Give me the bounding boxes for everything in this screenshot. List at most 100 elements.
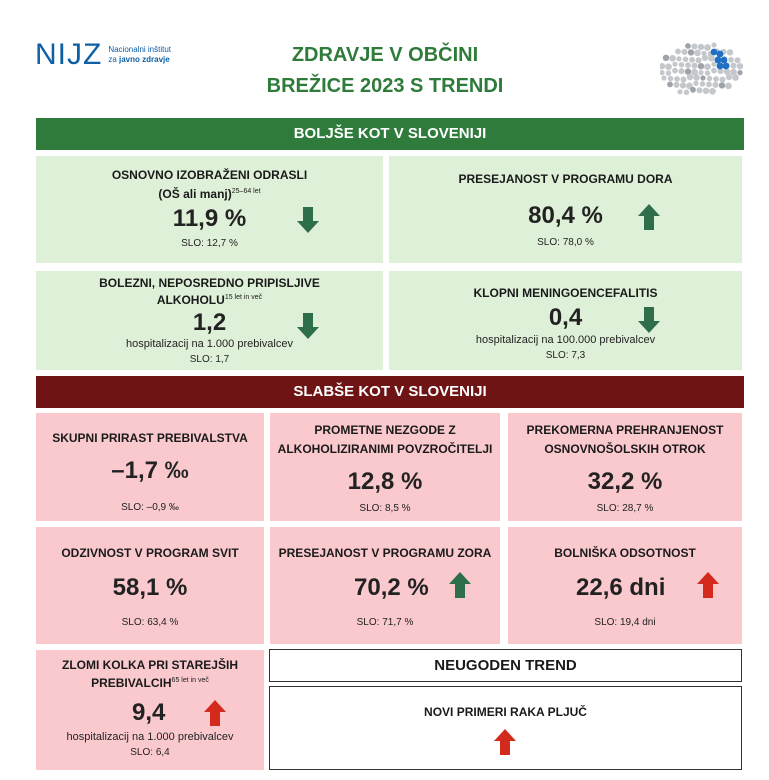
card-value: 11,9 %	[172, 205, 247, 232]
card-label-line-1: BOLEZNI, NEPOSREDNO PRIPISLJIVE	[99, 276, 320, 290]
map-dot	[665, 70, 672, 76]
map-dot	[732, 74, 739, 81]
map-dot	[725, 82, 732, 90]
card-label: BOLNIŠKA ODSOTNOST	[554, 546, 696, 560]
card-value: 32,2 %	[587, 468, 663, 495]
logo-line-2-prefix: za	[108, 55, 119, 64]
card-slo: SLO: 6,4	[130, 747, 170, 758]
map-dot	[667, 81, 673, 88]
card-label-sup: 65 let in več	[171, 677, 209, 684]
map-dot	[697, 63, 705, 70]
card-label-line-2-text: PREBIVALCIH	[91, 676, 172, 690]
card-odzivnost-svit: ODZIVNOST V PROGRAM SVIT 58,1 % SLO: 63,…	[36, 527, 264, 644]
map-dot	[693, 80, 699, 86]
map-dot	[691, 68, 698, 76]
map-dot	[691, 43, 698, 50]
trend-item-label: NOVI PRIMERI RAKA PLJUČ	[424, 705, 587, 719]
map-highlight-dot	[722, 62, 730, 70]
card-label: OSNOVNO IZOBRAŽENI ODRASLI (OŠ ali manj)…	[36, 166, 383, 204]
card-value: –1,7 ‰	[111, 457, 189, 484]
map-dot	[673, 81, 680, 88]
map-dot	[706, 75, 713, 82]
card-bolezni-alkohol: BOLEZNI, NEPOSREDNO PRIPISLJIVE ALKOHOLU…	[36, 271, 383, 370]
map-dot	[672, 67, 678, 74]
card-slo: SLO: 63,4 %	[121, 617, 179, 628]
card-label: ODZIVNOST V PROGRAM SVIT	[61, 546, 239, 560]
card-label: PRESEJANOST V PROGRAMU DORA	[458, 172, 673, 186]
map-dot	[678, 68, 685, 75]
card-presejanost-zora: PRESEJANOST V PROGRAMU ZORA 70,2 % SLO: …	[270, 527, 500, 644]
logo-line-2-bold: javno zdravje	[119, 55, 170, 64]
map-dot	[690, 86, 696, 93]
map-dot	[699, 81, 706, 87]
logo-text: Nacionalni inštitut za javno zdravje	[108, 45, 171, 65]
map-highlight-dot	[716, 62, 724, 70]
map-dot	[711, 67, 717, 74]
card-value: 58,1 %	[112, 574, 188, 601]
card-prometne-nezgode: PROMETNE NEZGODE Z ALKOHOLIZIRANIMI POVZ…	[270, 413, 500, 521]
card-slo: SLO: –0,9 ‰	[121, 502, 179, 513]
map-dot	[730, 68, 737, 76]
card-label-sup: 25–64 let	[231, 188, 261, 195]
card-label: KLOPNI MENINGOENCEFALITIS	[473, 286, 658, 300]
map-dot	[676, 56, 682, 62]
map-highlight-dot	[716, 50, 724, 58]
unfavourable-trend-header: NEUGODEN TREND	[269, 649, 742, 682]
map-dot	[698, 70, 704, 76]
map-dot	[675, 48, 681, 55]
card-unit: hospitalizacij na 100.000 prebivalcev	[475, 334, 656, 346]
map-dot	[661, 75, 667, 81]
card-slo: SLO: 12,7 %	[181, 238, 238, 249]
title-line-1: ZDRAVJE V OBČINI	[291, 44, 479, 66]
card-label-line-1: PREKOMERNA PREHRANJENOST	[526, 423, 724, 437]
card-label-line-2: OSNOVNOŠOLSKIH OTROK	[544, 442, 706, 456]
card-slo: SLO: 71,7 %	[356, 617, 414, 628]
map-dot	[701, 54, 709, 61]
card-value: 0,4	[548, 304, 583, 331]
map-dot	[711, 42, 717, 48]
map-dot	[695, 57, 702, 64]
map-dot	[662, 54, 670, 61]
card-label-line-2: (OŠ ali manj)25–64 let	[36, 185, 383, 204]
better-section-header: BOLJŠE KOT V SLOVENIJI	[36, 118, 744, 150]
title-line-2: BREŽICE 2023 S TRENDI	[266, 75, 504, 97]
map-highlight-dot	[720, 56, 728, 64]
map-dot	[711, 61, 717, 67]
map-highlight-dot	[710, 48, 718, 56]
arrow-up-icon	[449, 572, 471, 598]
card-zlomi-kolka: ZLOMI KOLKA PRI STAREJŠIH PREBIVALCIH65 …	[36, 650, 264, 770]
card-label-line-2: ALKOHOLU15 let in več	[36, 292, 383, 309]
map-dot	[691, 62, 698, 69]
map-dot	[677, 89, 683, 95]
map-dot	[685, 62, 691, 69]
map-dot	[678, 61, 685, 68]
map-dot	[712, 81, 719, 88]
arrow-up-icon	[697, 572, 719, 598]
map-dot	[697, 43, 705, 51]
card-label-line-2-text: (OŠ ali manj)	[158, 187, 232, 201]
page-title: ZDRAVJE V OBČINI BREŽICE 2023 S TRENDI	[190, 40, 580, 102]
card-presejanost-dora: PRESEJANOST V PROGRAMU DORA 80,4 % SLO: …	[389, 156, 742, 263]
card-label: PRESEJANOST V PROGRAMU ZORA	[278, 546, 492, 560]
card-value: 22,6 dni	[576, 574, 666, 601]
map-dot	[736, 63, 744, 70]
card-slo: SLO: 1,7	[189, 354, 230, 365]
map-dot	[725, 73, 733, 81]
map-dot	[706, 81, 712, 88]
map-dot	[713, 76, 719, 82]
logo-mark-text: NIJZ	[35, 38, 103, 71]
map-dot	[704, 63, 711, 71]
map-dot	[730, 62, 737, 69]
map-dot	[719, 76, 726, 83]
card-label: ZLOMI KOLKA PRI STAREJŠIH PREBIVALCIH65 …	[36, 656, 264, 692]
arrow-up-icon	[204, 700, 226, 726]
map-dot	[665, 63, 672, 71]
card-label-line-2: PREBIVALCIH65 let in več	[36, 674, 264, 692]
map-dot	[689, 56, 695, 63]
map-highlight-dot	[714, 56, 722, 64]
card-label-line-1: PROMETNE NEZGODE Z	[314, 423, 456, 437]
card-slo: SLO: 8,5 %	[359, 503, 411, 514]
map-dot	[704, 70, 711, 76]
map-dot	[718, 82, 726, 89]
map-dot	[669, 54, 676, 62]
